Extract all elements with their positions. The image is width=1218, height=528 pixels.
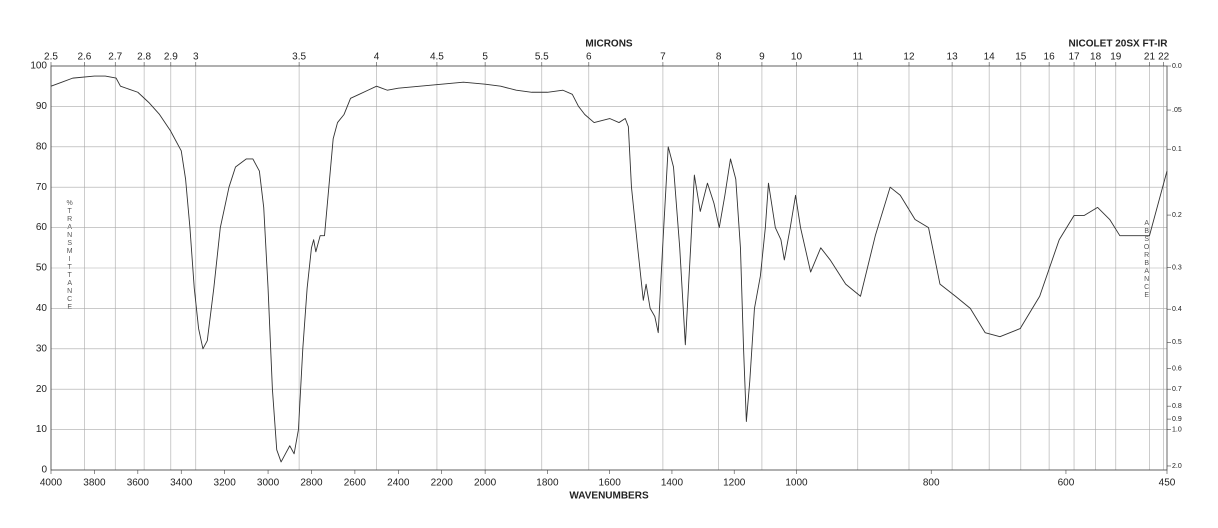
y-tick-label: 90 <box>36 101 48 112</box>
y-tick-label: 20 <box>36 384 48 395</box>
y2-tick-label: .05 <box>1172 107 1182 114</box>
x2-tick-label: 13 <box>947 52 959 63</box>
y2-tick-label: 0.3 <box>1172 264 1182 271</box>
x2-tick-label: 5 <box>482 52 488 63</box>
x2-tick-label: 18 <box>1090 52 1102 63</box>
x2-tick-label: 2.5 <box>44 52 58 63</box>
y-tick-label: 30 <box>36 343 48 354</box>
x-tick-label: 1400 <box>661 478 684 489</box>
x-tick-label: 2200 <box>431 478 454 489</box>
y2-tick-label: 1.0 <box>1172 426 1182 433</box>
x2-tick-label: 2.6 <box>77 52 91 63</box>
spectrum-line <box>50 75 1168 463</box>
y2-tick-label: 0.5 <box>1172 339 1182 346</box>
x2-tick-label: 12 <box>903 52 915 63</box>
y2-tick-label: 0.9 <box>1172 416 1182 423</box>
x-tick-label: 1800 <box>536 478 559 489</box>
y-axis-label: %TRANSMITTANCE <box>66 200 73 312</box>
x2-tick-label: 5.5 <box>535 52 549 63</box>
x2-tick-label: 22 <box>1158 52 1170 63</box>
x-tick-label: 2800 <box>300 478 323 489</box>
y-tick-label: 80 <box>36 141 48 152</box>
y2-tick-label: 0.4 <box>1172 306 1182 313</box>
x2-tick-label: 3.5 <box>292 52 306 63</box>
y2-tick-label: 0.1 <box>1172 146 1182 153</box>
x-axis-label: WAVENUMBERS <box>569 491 649 502</box>
x2-tick-label: 2.8 <box>137 52 151 63</box>
x2-tick-label: 4 <box>374 52 380 63</box>
x-tick-label: 600 <box>1058 478 1075 489</box>
x-tick-label: 1600 <box>599 478 622 489</box>
x2-tick-label: 11 <box>853 52 864 63</box>
x2-tick-label: 8 <box>716 52 722 63</box>
x2-tick-label: 2.7 <box>108 52 122 63</box>
plot-frame <box>50 65 1168 471</box>
y2-axis-label: ABSORBANCE <box>1143 220 1150 300</box>
y2-tick-label: 0.8 <box>1172 403 1182 410</box>
x2-tick-label: 19 <box>1110 52 1122 63</box>
x2-tick-label: 2.9 <box>164 52 178 63</box>
x-tick-label: 3400 <box>170 478 193 489</box>
x2-tick-label: 15 <box>1015 52 1027 63</box>
x-tick-label: 3800 <box>83 478 106 489</box>
y-tick-label: 50 <box>36 263 48 274</box>
y2-tick-label: 0.2 <box>1172 212 1182 219</box>
x-tick-label: 800 <box>923 478 940 489</box>
y-tick-label: 0 <box>41 465 47 476</box>
x2-tick-label: 16 <box>1044 52 1056 63</box>
y2-tick-label: 2.0 <box>1172 463 1182 470</box>
x2-tick-label: 17 <box>1068 52 1080 63</box>
y2-tick-label: 0.6 <box>1172 365 1182 372</box>
x2-tick-label: 21 <box>1144 52 1156 63</box>
x2-tick-label: 10 <box>791 52 803 63</box>
y-tick-label: 60 <box>36 222 48 233</box>
x2-axis-label: MICRONS <box>585 39 633 50</box>
x-tick-label: 4000 <box>40 478 63 489</box>
x-tick-label: 1000 <box>785 478 808 489</box>
x-tick-label: 450 <box>1159 478 1176 489</box>
x2-tick-label: 14 <box>984 52 996 63</box>
x-tick-label: 2400 <box>387 478 410 489</box>
chart-title: NICOLET 20SX FT-IR <box>1069 39 1169 50</box>
x-tick-label: 3200 <box>214 478 237 489</box>
x2-tick-label: 7 <box>660 52 666 63</box>
x-tick-label: 3000 <box>257 478 280 489</box>
x-tick-label: 3600 <box>127 478 150 489</box>
x2-tick-label: 4.5 <box>430 52 444 63</box>
x-tick-label: 1200 <box>723 478 746 489</box>
x-tick-label: 2600 <box>344 478 367 489</box>
x2-tick-label: 9 <box>759 52 765 63</box>
y2-tick-label: 0.7 <box>1172 386 1182 393</box>
x2-tick-label: 6 <box>586 52 592 63</box>
y-tick-label: 40 <box>36 303 48 314</box>
x2-tick-label: 3 <box>193 52 199 63</box>
x-tick-label: 2000 <box>474 478 497 489</box>
y2-tick-label: 0.0 <box>1172 63 1182 70</box>
y-tick-label: 100 <box>30 61 47 72</box>
y-tick-label: 10 <box>36 424 48 435</box>
y-tick-label: 70 <box>36 182 48 193</box>
